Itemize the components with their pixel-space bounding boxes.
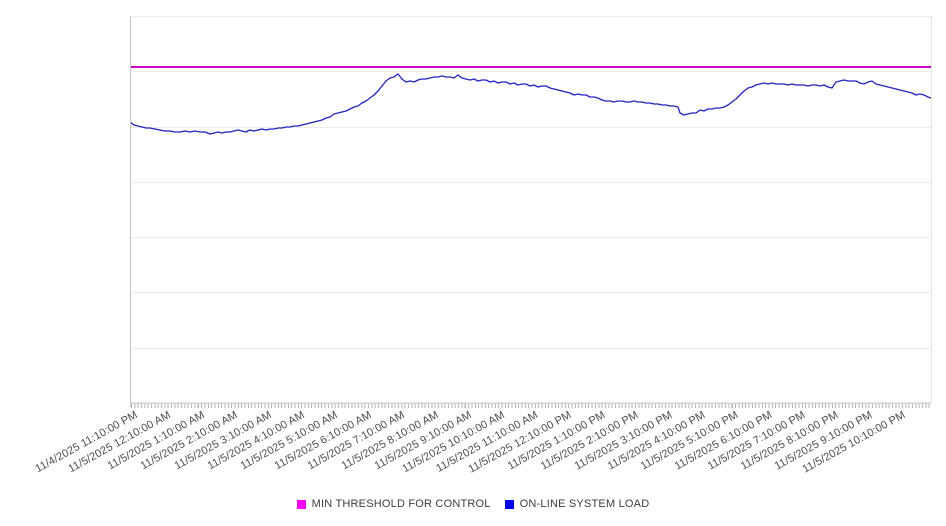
y-axis-line <box>130 16 131 407</box>
legend-item-online-system-load[interactable]: ON-LINE SYSTEM LOAD <box>504 498 650 510</box>
min-threshold-swatch-icon <box>296 499 306 509</box>
online-system-load-swatch-icon <box>504 499 514 509</box>
legend-item-label: ON-LINE SYSTEM LOAD <box>519 498 650 510</box>
online-system-load-line <box>130 73 931 135</box>
legend: MIN THRESHOLD FOR CONTROL ON-LINE SYSTEM… <box>0 497 946 511</box>
plot-right-border <box>931 16 932 403</box>
x-axis-line <box>130 403 931 404</box>
x-axis-ticks <box>131 404 932 408</box>
legend-item-label: MIN THRESHOLD FOR CONTROL <box>311 498 491 510</box>
plot-area <box>130 16 931 403</box>
legend-item-min-threshold[interactable]: MIN THRESHOLD FOR CONTROL <box>296 498 491 510</box>
